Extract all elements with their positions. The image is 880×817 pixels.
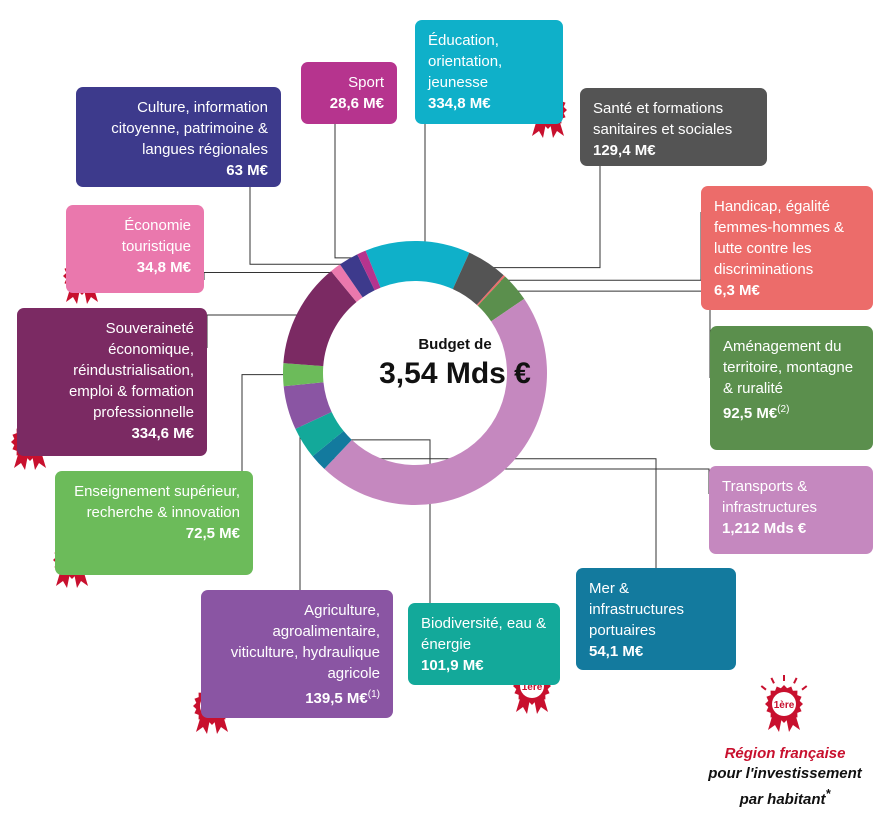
donut-ring (282, 241, 547, 505)
slice-sport (357, 250, 381, 291)
slice-agriculture (283, 382, 332, 429)
economie-value: 34,8 M€ (136, 259, 191, 276)
slice-sante (452, 252, 504, 305)
biodiversite-box: Biodiversité, eau & énergie 101,9 M€ (408, 603, 560, 685)
connector-culture (249, 187, 352, 265)
agriculture-note: (1) (367, 689, 380, 700)
education-value: 334,8 M€ (428, 95, 491, 112)
slice-culture (339, 254, 375, 298)
connector-mer (322, 458, 657, 568)
connector-sante (484, 166, 601, 269)
souverainete-box: Souveraineté économique, réindustrialisa… (17, 308, 207, 456)
transports-label: Transports & infrastructures (722, 478, 818, 516)
education-label: Éducation, orientation, jeunesse (428, 32, 503, 91)
souverainete-label: Souveraineté économique, réindustrialisa… (68, 320, 194, 421)
economie-label: Économie touristique (121, 217, 191, 255)
connector-education (417, 124, 426, 248)
connector-enseignement (241, 374, 290, 471)
slice-amenagement (477, 276, 525, 322)
connector-handicap (500, 212, 702, 281)
connector-economie (203, 271, 340, 280)
biodiversite-label: Biodiversité, eau & énergie (421, 615, 547, 653)
connector-transports (496, 468, 710, 494)
sport-box: Sport 28,6 M€ (301, 62, 397, 124)
agriculture-box: Agriculture, agroalimentaire, viticultur… (201, 590, 393, 718)
connector-souverainete (206, 314, 304, 348)
transports-box: Transports & infrastructures 1,212 Mds € (709, 466, 873, 554)
mer-box: Mer & infrastructures portuaires 54,1 M€ (576, 568, 736, 670)
enseignement-box: Enseignement supérieur, recherche & inno… (55, 471, 253, 575)
amenagement-value: 92,5 M€ (723, 405, 778, 422)
culture-label: Culture, information citoyenne, patrimoi… (111, 99, 268, 158)
sante-value: 129,4 M€ (593, 142, 656, 159)
amenagement-label: Aménagement du territoire, montagne & ru… (723, 338, 854, 397)
footer-line1: Région française (724, 745, 846, 762)
slice-transports (324, 298, 547, 505)
sport-value: 28,6 M€ (329, 95, 384, 112)
amenagement-note: (2) (777, 404, 790, 415)
biodiversite-value: 101,9 M€ (421, 657, 484, 674)
agriculture-label: Agriculture, agroalimentaire, viticultur… (230, 602, 380, 682)
economie-box: Économie touristique 34,8 M€ (66, 205, 204, 293)
footer-line3: par habitant (739, 791, 826, 808)
mer-label: Mer & infrastructures portuaires (589, 580, 685, 639)
slice-handicap (476, 275, 506, 306)
handicap-box: Handicap, égalité femmes-hommes & lutte … (701, 186, 873, 310)
slice-enseignement (282, 363, 324, 387)
agriculture-value: 139,5 M€ (305, 690, 368, 707)
center-label: Budget de 3,54 Mds € (355, 336, 555, 391)
slice-education (365, 241, 470, 290)
rank-badge-icon: 1ère (760, 675, 808, 732)
amenagement-box: Aménagement du territoire, montagne & ru… (710, 326, 873, 450)
slice-biodiversite (295, 411, 344, 457)
sante-label: Santé et formations sanitaires et social… (593, 100, 733, 138)
sante-box: Santé et formations sanitaires et social… (580, 88, 767, 166)
slice-economie (331, 264, 363, 302)
slice-souverainete (283, 271, 357, 367)
footer-mark: * (825, 787, 831, 801)
enseignement-label: Enseignement supérieur, recherche & inno… (74, 483, 240, 521)
culture-box: Culture, information citoyenne, patrimoi… (76, 87, 281, 187)
transports-value: 1,212 Mds € (722, 520, 807, 537)
mer-value: 54,1 M€ (589, 643, 644, 660)
center-total: 3,54 Mds € (379, 357, 531, 390)
handicap-value: 6,3 M€ (714, 282, 760, 299)
enseignement-value: 72,5 M€ (185, 525, 240, 542)
rank-badge-label: 1ère (522, 682, 543, 693)
footer-note: Région française pour l'investissement p… (690, 744, 880, 810)
culture-value: 63 M€ (226, 162, 268, 179)
education-box: Éducation, orientation, jeunesse 334,8 M… (415, 20, 563, 124)
sport-label: Sport (348, 74, 384, 91)
center-line1: Budget de (418, 336, 492, 353)
slice-mer (312, 431, 352, 469)
souverainete-value: 334,6 M€ (131, 425, 194, 442)
rank-badge-label: 1ère (774, 700, 795, 711)
connector-sport (334, 124, 364, 259)
handicap-label: Handicap, égalité femmes-hommes & lutte … (714, 198, 845, 278)
footer-line2: pour l'investissement (708, 765, 862, 782)
